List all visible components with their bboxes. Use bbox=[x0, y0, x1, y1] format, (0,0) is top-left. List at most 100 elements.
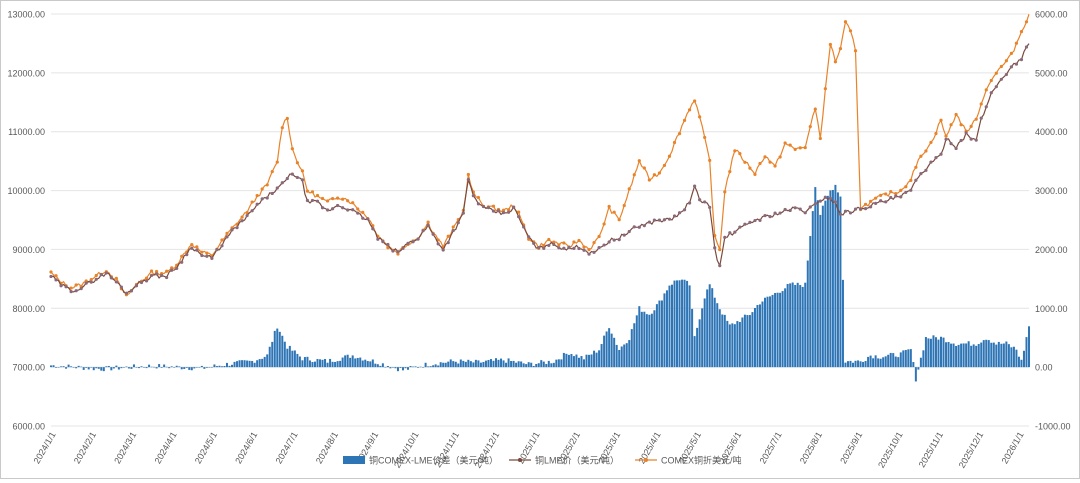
comex-point bbox=[874, 196, 878, 200]
spread-bar bbox=[598, 350, 601, 368]
comex-point bbox=[547, 237, 551, 242]
lme-point bbox=[165, 275, 169, 280]
spread-bar bbox=[288, 345, 291, 368]
lme-point bbox=[537, 245, 541, 250]
spread-bar bbox=[809, 236, 812, 368]
spread-bar bbox=[115, 365, 118, 368]
spread-bar bbox=[751, 312, 754, 368]
spread-bar bbox=[706, 289, 709, 368]
spread-bar bbox=[258, 359, 261, 368]
comex-point bbox=[909, 178, 913, 182]
spread-bar bbox=[75, 367, 78, 369]
comex-point bbox=[607, 204, 611, 209]
spread-bar bbox=[708, 284, 711, 368]
comex-point bbox=[693, 99, 697, 103]
spread-bar bbox=[175, 365, 178, 368]
lme-point bbox=[471, 194, 475, 198]
spread-bar bbox=[494, 358, 498, 368]
spread-bar bbox=[570, 353, 573, 368]
spread-bar bbox=[497, 359, 500, 368]
spread-bar bbox=[105, 366, 108, 368]
comex-point bbox=[94, 273, 98, 278]
lme-point bbox=[54, 278, 58, 282]
lme-point bbox=[421, 229, 425, 233]
spread-bar bbox=[864, 360, 867, 368]
lme-point bbox=[647, 220, 651, 224]
lme-point bbox=[325, 208, 330, 212]
lme-point bbox=[280, 181, 284, 185]
lme-point bbox=[682, 208, 687, 212]
spread-bar bbox=[482, 361, 485, 368]
x-tick-label: 2025/7/1 bbox=[758, 430, 784, 465]
spread-bar bbox=[967, 341, 970, 368]
lme-point bbox=[154, 272, 159, 276]
y-right-tick-label: 6000.00 bbox=[1035, 10, 1068, 20]
lme-point bbox=[879, 199, 883, 203]
spread-bar bbox=[286, 348, 289, 368]
lme-point bbox=[386, 242, 390, 247]
lme-point bbox=[396, 250, 400, 254]
spread-bar bbox=[316, 358, 319, 368]
spread-bar bbox=[354, 358, 357, 368]
comex-point bbox=[562, 241, 566, 245]
spread-bar bbox=[899, 352, 902, 368]
lme-point bbox=[129, 289, 134, 293]
spread-bar bbox=[758, 304, 761, 368]
spread-bar bbox=[163, 364, 166, 368]
lme-point bbox=[582, 248, 586, 252]
spread-bar bbox=[447, 361, 450, 368]
spread-bar bbox=[826, 195, 829, 368]
spread-bar bbox=[683, 279, 686, 368]
comex-point bbox=[501, 208, 506, 212]
spread-bar bbox=[238, 360, 241, 368]
spread-bar bbox=[532, 365, 535, 368]
spread-bar bbox=[927, 338, 930, 368]
spread-bar bbox=[537, 363, 540, 368]
spread-bar bbox=[122, 367, 125, 368]
lme-point bbox=[969, 137, 973, 141]
spread-bar bbox=[85, 367, 88, 368]
spread-bar bbox=[721, 314, 724, 368]
comex-point bbox=[225, 231, 229, 236]
lme-point bbox=[300, 178, 305, 182]
x-tick-label: 2025/10/1 bbox=[876, 430, 905, 470]
spread-bar bbox=[462, 360, 465, 368]
spread-bar bbox=[929, 338, 932, 368]
spread-bar bbox=[77, 365, 80, 368]
x-tick-label: 2025/12/1 bbox=[957, 430, 986, 470]
spread-bar bbox=[464, 361, 467, 368]
spread-bar bbox=[542, 361, 545, 368]
lme-point bbox=[315, 199, 320, 203]
lme-point bbox=[160, 273, 164, 278]
x-tick-label: 2025/8/1 bbox=[798, 430, 824, 465]
lme-point bbox=[1014, 62, 1019, 66]
comex-point bbox=[1009, 51, 1014, 55]
spread-bar bbox=[158, 364, 161, 368]
lme-point bbox=[491, 209, 496, 213]
comex-point bbox=[200, 250, 204, 254]
spread-bar bbox=[922, 350, 925, 368]
comex-point bbox=[144, 276, 149, 280]
comex-point bbox=[818, 136, 822, 141]
spread-bar bbox=[711, 288, 714, 368]
lme-point bbox=[743, 222, 747, 226]
lme-point bbox=[637, 225, 641, 229]
lme-point bbox=[687, 201, 692, 205]
spread-bar bbox=[678, 280, 681, 368]
comex-point bbox=[853, 49, 858, 53]
spread-bar bbox=[82, 367, 85, 370]
comex-point bbox=[768, 160, 772, 164]
comex-point bbox=[54, 274, 58, 278]
comex-point bbox=[552, 240, 556, 244]
spread-bar bbox=[100, 367, 103, 371]
spread-bar bbox=[731, 323, 734, 368]
spread-bar bbox=[469, 361, 472, 368]
spread-bar bbox=[723, 314, 726, 368]
spread-bar bbox=[884, 356, 887, 368]
spread-bar bbox=[384, 366, 387, 368]
spread-bar bbox=[623, 344, 626, 368]
comex-point bbox=[356, 207, 360, 211]
spread-bar bbox=[914, 367, 917, 382]
lme-point bbox=[210, 256, 214, 260]
lme-point bbox=[677, 211, 682, 215]
